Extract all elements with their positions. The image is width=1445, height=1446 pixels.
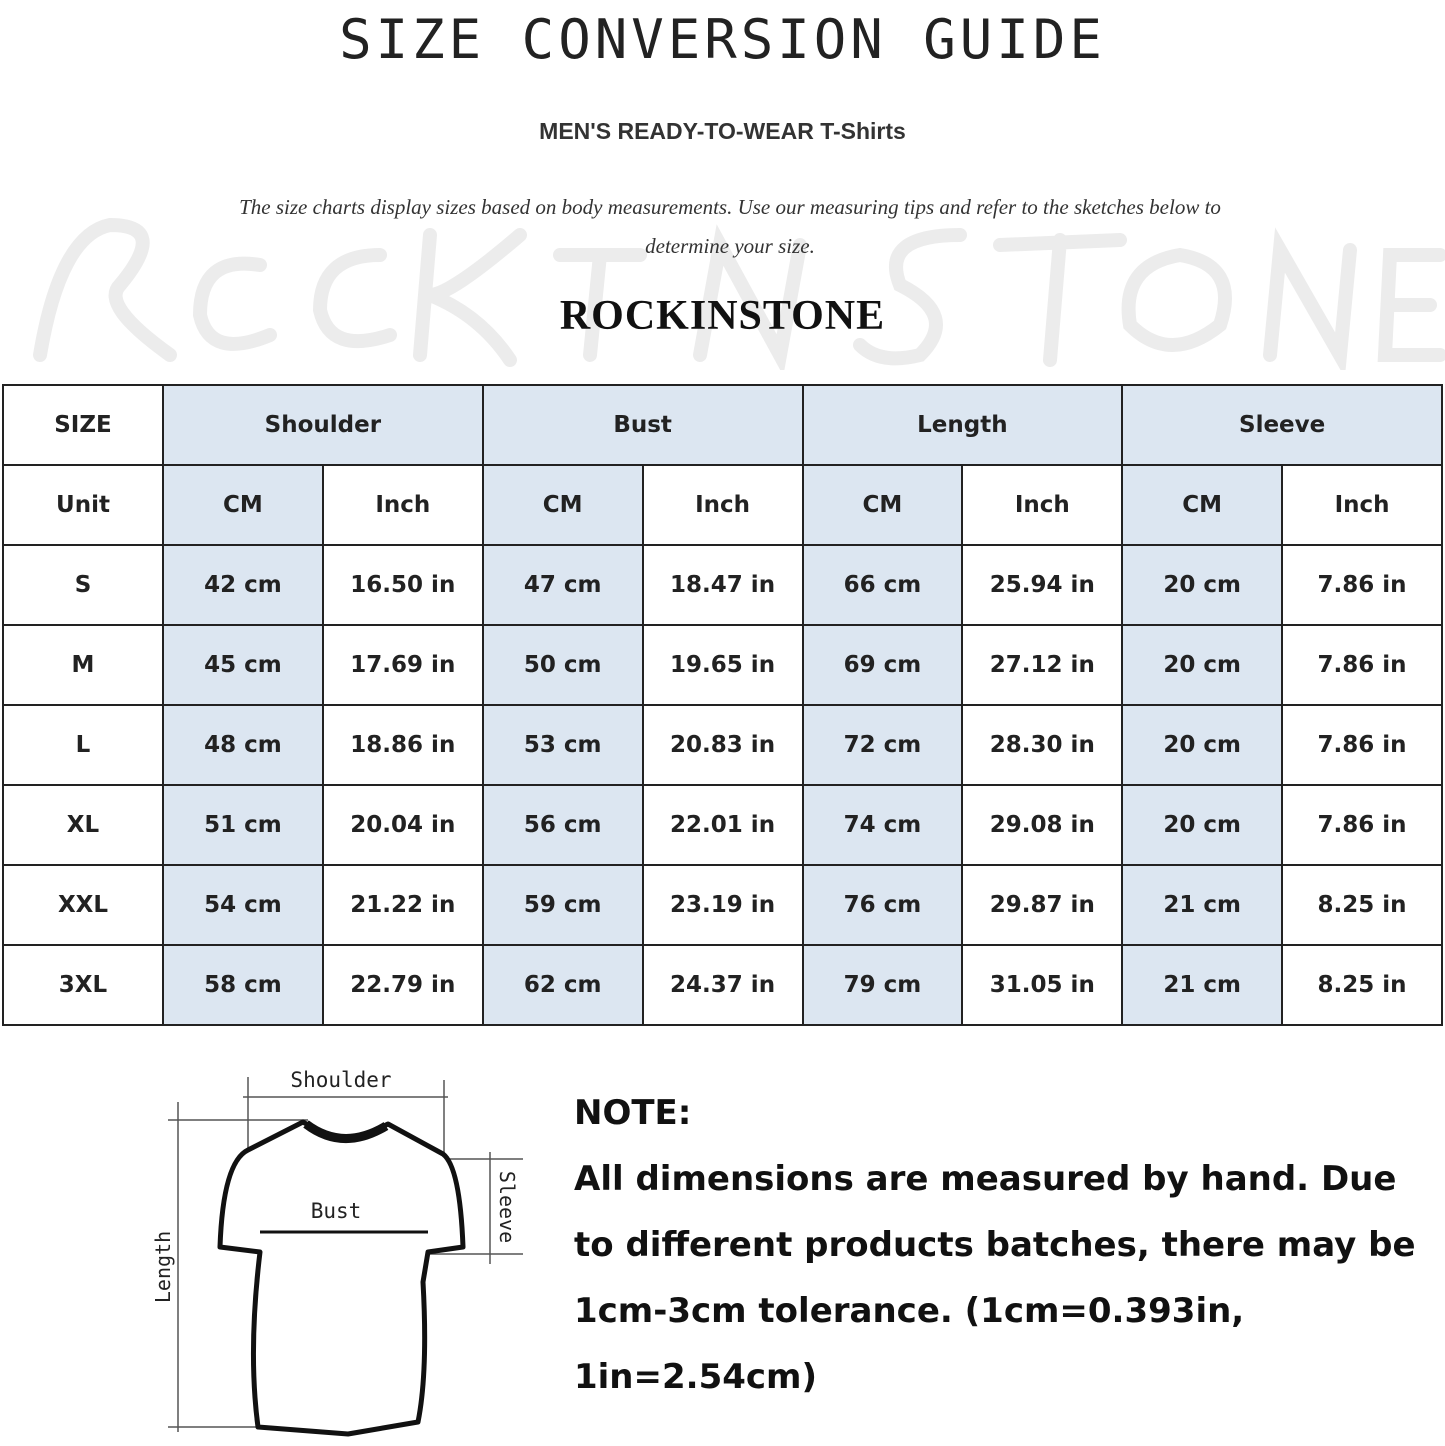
value-cell: 31.05 in [961,944,1124,1026]
value-cell: 76 cm [801,864,964,946]
unit-cm: CM [162,464,324,546]
value-cell: 19.65 in [641,624,804,706]
size-cell: 3XL [2,944,164,1026]
size-cell: S [2,544,164,626]
value-cell: 18.86 in [321,704,484,786]
note-text: All dimensions are measured by hand. Due… [574,1159,1416,1397]
value-cell: 22.79 in [321,944,484,1026]
value-cell: 20.04 in [321,784,484,866]
size-header: SIZE [2,384,164,466]
value-cell: 66 cm [801,544,964,626]
value-cell: 20.83 in [641,704,804,786]
value-cell: 79 cm [801,944,964,1026]
value-cell: 7.86 in [1281,624,1443,706]
value-cell: 20 cm [1121,784,1284,866]
unit-inch: Inch [1281,464,1443,546]
value-cell: 23.19 in [641,864,804,946]
table-row: 3XL 58 cm 22.79 in 62 cm 24.37 in 79 cm 31.05 … [2,944,1443,1026]
size-cell: XXL [2,864,164,946]
brand-watermark [0,195,1445,378]
unit-row: Unit CM Inch CM Inch CM Inch CM Inch [2,464,1443,546]
value-cell: 48 cm [162,704,324,786]
page-title: SIZE CONVERSION GUIDE [339,8,1106,71]
value-cell: 29.08 in [961,784,1124,866]
page-subtitle: MEN'S READY-TO-WEAR T-Shirts [539,118,906,144]
value-cell: 20 cm [1121,704,1284,786]
value-cell: 72 cm [801,704,964,786]
bust-label: Bust [311,1199,362,1223]
size-table: SIZE Shoulder Bust Length Sleeve Unit CM Inch CM… [2,384,1443,1026]
value-cell: 50 cm [481,624,644,706]
group-header: Shoulder [162,384,484,466]
tshirt-icon: Shoulder Bust Sleeve Length [151,1068,523,1437]
value-cell: 25.94 in [961,544,1124,626]
table-row: XL 51 cm 20.04 in 56 cm 22.01 in 74 cm 29.08 i… [2,784,1443,866]
shoulder-label: Shoulder [290,1068,391,1092]
description: The size charts display sizes based on b… [239,195,1221,258]
value-cell: 21.22 in [321,864,484,946]
note: NOTE: All dimensions are measured by han… [574,1080,1434,1410]
group-header: Sleeve [1121,384,1443,466]
value-cell: 24.37 in [641,944,804,1026]
value-cell: 69 cm [801,624,964,706]
value-cell: 56 cm [481,784,644,866]
sleeve-label: Sleeve [495,1171,519,1243]
group-header: Bust [481,384,804,466]
value-cell: 17.69 in [321,624,484,706]
value-cell: 27.12 in [961,624,1124,706]
value-cell: 58 cm [162,944,324,1026]
value-cell: 62 cm [481,944,644,1026]
value-cell: 20 cm [1121,624,1284,706]
unit-cm: CM [481,464,644,546]
brand-name: ROCKINSTONE [559,293,886,339]
value-cell: 47 cm [481,544,644,626]
unit-cm: CM [801,464,964,546]
group-header: Length [801,384,1124,466]
note-heading: NOTE: [574,1093,692,1133]
header-row: SIZE Shoulder Bust Length Sleeve [2,384,1443,466]
value-cell: 28.30 in [961,704,1124,786]
value-cell: 54 cm [162,864,324,946]
watermark-brush-strokes-icon [33,217,1445,378]
unit-cm: CM [1121,464,1284,546]
value-cell: 74 cm [801,784,964,866]
table-row: L 48 cm 18.86 in 53 cm 20.83 in 72 cm 28.30 in… [2,704,1443,786]
length-label: Length [151,1231,175,1303]
value-cell: 7.86 in [1281,704,1443,786]
value-cell: 16.50 in [321,544,484,626]
value-cell: 21 cm [1121,864,1284,946]
table-row: S 42 cm 16.50 in 47 cm 18.47 in 66 cm 25.94 in… [2,544,1443,626]
value-cell: 8.25 in [1281,944,1443,1026]
value-cell: 8.25 in [1281,864,1443,946]
value-cell: 51 cm [162,784,324,866]
value-cell: 7.86 in [1281,544,1443,626]
unit-label: Unit [2,464,164,546]
unit-inch: Inch [321,464,484,546]
value-cell: 18.47 in [641,544,804,626]
value-cell: 53 cm [481,704,644,786]
value-cell: 21 cm [1121,944,1284,1026]
size-cell: M [2,624,164,706]
value-cell: 59 cm [481,864,644,946]
size-cell: XL [2,784,164,866]
value-cell: 42 cm [162,544,324,626]
table-row: XXL 54 cm 21.22 in 59 cm 23.19 in 76 cm 29.87 … [2,864,1443,946]
value-cell: 29.87 in [961,864,1124,946]
value-cell: 22.01 in [641,784,804,866]
value-cell: 7.86 in [1281,784,1443,866]
size-cell: L [2,704,164,786]
value-cell: 20 cm [1121,544,1284,626]
unit-inch: Inch [961,464,1124,546]
table-row: M 45 cm 17.69 in 50 cm 19.65 in 69 cm 27.12 in… [2,624,1443,706]
value-cell: 45 cm [162,624,324,706]
unit-inch: Inch [641,464,804,546]
tshirt-measurement-diagram: Shoulder Bust Sleeve Length [148,1052,543,1442]
